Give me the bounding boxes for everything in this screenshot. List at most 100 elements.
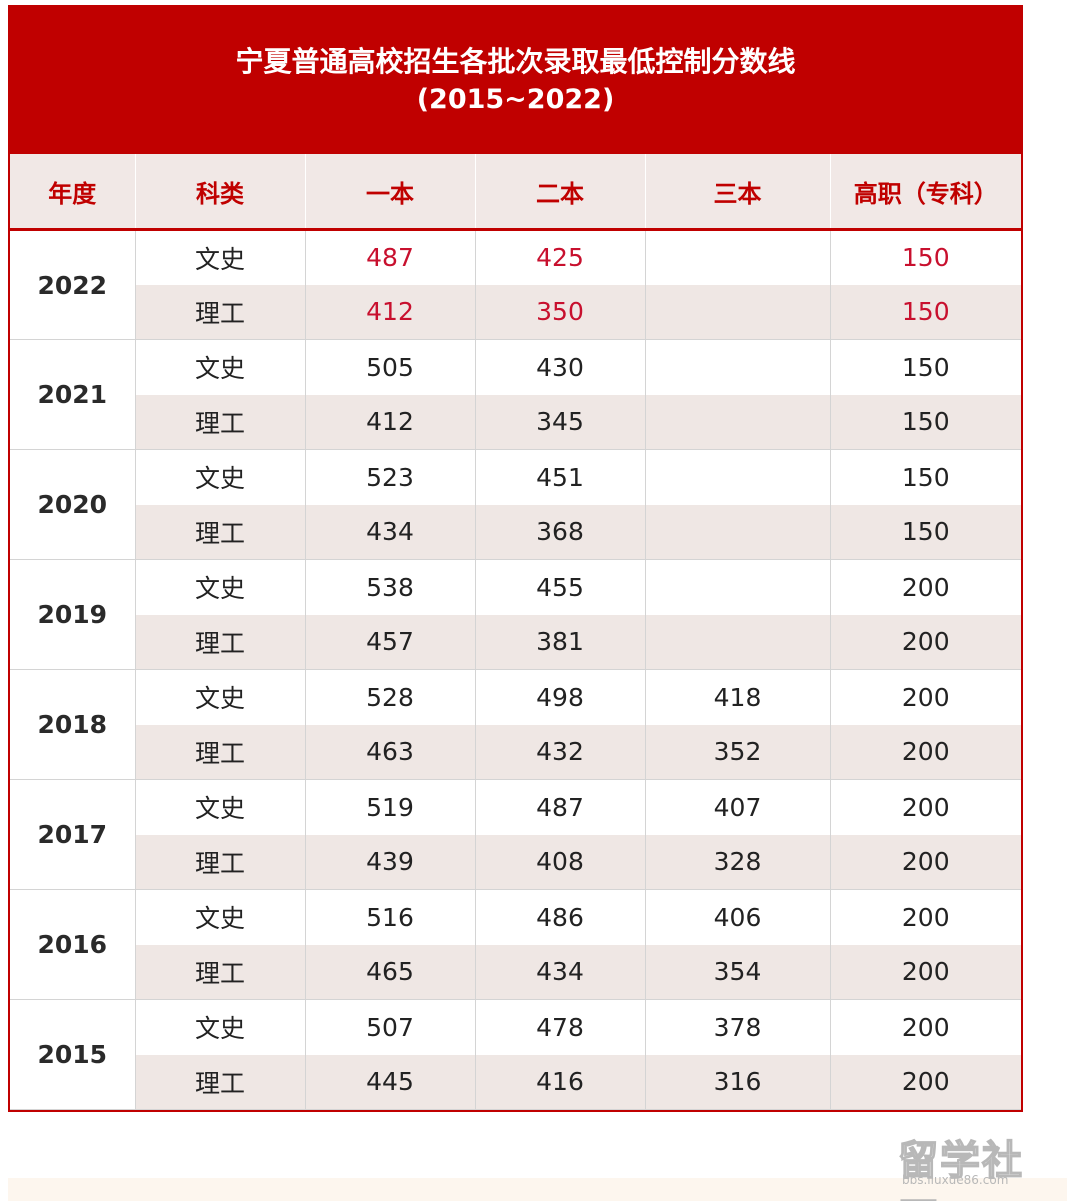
tier2-cell: 478 bbox=[474, 999, 645, 1055]
tier3-cell bbox=[644, 614, 830, 670]
tier3-cell bbox=[644, 559, 830, 615]
category-cell: 理工 bbox=[134, 394, 305, 450]
vocational-cell: 200 bbox=[829, 724, 1021, 780]
table-row: 理工 412 345 150 bbox=[10, 394, 1021, 450]
vocational-cell: 150 bbox=[829, 504, 1021, 560]
year-cell: 2015 bbox=[10, 999, 135, 1110]
tier3-cell: 328 bbox=[644, 834, 830, 890]
table-row: 理工 439 408 328 200 bbox=[10, 834, 1021, 890]
tier1-cell: 505 bbox=[304, 339, 475, 395]
tier2-cell: 381 bbox=[474, 614, 645, 670]
vocational-cell: 200 bbox=[829, 779, 1021, 835]
tier3-cell bbox=[644, 504, 830, 560]
tier2-cell: 408 bbox=[474, 834, 645, 890]
vocational-cell: 200 bbox=[829, 559, 1021, 615]
vocational-cell: 150 bbox=[829, 284, 1021, 340]
tier3-cell: 316 bbox=[644, 1054, 830, 1110]
table-row: 2022 文史 487 425 150 bbox=[10, 229, 1021, 340]
year-cell: 2017 bbox=[10, 779, 135, 890]
table-row: 理工 465 434 354 200 bbox=[10, 944, 1021, 1000]
tier2-cell: 455 bbox=[474, 559, 645, 615]
tier3-cell: 378 bbox=[644, 999, 830, 1055]
tier1-cell: 523 bbox=[304, 449, 475, 505]
vocational-cell: 150 bbox=[829, 339, 1021, 395]
table-subtitle: (2015~2022) bbox=[416, 84, 615, 115]
col-header-tier2: 二本 bbox=[474, 154, 645, 231]
score-table: 年度 科类 一本 二本 三本 高职（专科） 2022 文史 487 425 150 理工 4… bbox=[10, 154, 1021, 1110]
category-cell: 理工 bbox=[134, 944, 305, 1000]
tier3-cell bbox=[644, 339, 830, 395]
tier3-cell: 407 bbox=[644, 779, 830, 835]
category-cell: 文史 bbox=[134, 889, 305, 945]
tier2-cell: 498 bbox=[474, 669, 645, 725]
category-cell: 理工 bbox=[134, 284, 305, 340]
category-cell: 文史 bbox=[134, 669, 305, 725]
tier3-cell bbox=[644, 449, 830, 505]
col-header-vocational: 高职（专科） bbox=[829, 154, 1021, 231]
table-row: 理工 412 350 150 bbox=[10, 284, 1021, 340]
category-cell: 文史 bbox=[134, 999, 305, 1055]
category-cell: 理工 bbox=[134, 724, 305, 780]
category-cell: 理工 bbox=[134, 834, 305, 890]
tier3-cell: 406 bbox=[644, 889, 830, 945]
col-header-tier3: 三本 bbox=[644, 154, 830, 231]
tier2-cell: 487 bbox=[474, 779, 645, 835]
category-cell: 文史 bbox=[134, 449, 305, 505]
category-cell: 文史 bbox=[134, 559, 305, 615]
year-cell: 2020 bbox=[10, 449, 135, 560]
tier3-cell: 418 bbox=[644, 669, 830, 725]
tier2-cell: 416 bbox=[474, 1054, 645, 1110]
tier2-cell: 486 bbox=[474, 889, 645, 945]
table-row: 理工 445 416 316 200 bbox=[10, 1054, 1021, 1110]
site-watermark: 留学社区 bbs.liuxue86.com bbox=[897, 1128, 1058, 1201]
tier2-cell: 345 bbox=[474, 394, 645, 450]
tier2-cell: 451 bbox=[474, 449, 645, 505]
tier1-cell: 465 bbox=[304, 944, 475, 1000]
year-cell: 2019 bbox=[10, 559, 135, 670]
tier1-cell: 463 bbox=[304, 724, 475, 780]
category-cell: 理工 bbox=[134, 614, 305, 670]
tier1-cell: 439 bbox=[304, 834, 475, 890]
tier3-cell: 352 bbox=[644, 724, 830, 780]
tier1-cell: 516 bbox=[304, 889, 475, 945]
table-row: 2021 文史 505 430 150 bbox=[10, 339, 1021, 450]
tier1-cell: 412 bbox=[304, 284, 475, 340]
table-row: 2017 文史 519 487 407 200 bbox=[10, 779, 1021, 890]
year-cell: 2021 bbox=[10, 339, 135, 450]
bottom-strip bbox=[8, 1178, 1067, 1201]
year-cell: 2016 bbox=[10, 889, 135, 1000]
category-cell: 文史 bbox=[134, 339, 305, 395]
tier1-cell: 434 bbox=[304, 504, 475, 560]
table-title: 宁夏普通高校招生各批次录取最低控制分数线 bbox=[235, 45, 796, 78]
tier1-cell: 538 bbox=[304, 559, 475, 615]
table-row: 理工 463 432 352 200 bbox=[10, 724, 1021, 780]
watermark-logo-text: 留学社区 bbox=[897, 1137, 1024, 1201]
table-row: 2018 文史 528 498 418 200 bbox=[10, 669, 1021, 780]
tier3-cell bbox=[644, 284, 830, 340]
table-row: 2019 文史 538 455 200 bbox=[10, 559, 1021, 670]
vocational-cell: 150 bbox=[829, 449, 1021, 505]
table-row: 理工 434 368 150 bbox=[10, 504, 1021, 560]
tier2-cell: 432 bbox=[474, 724, 645, 780]
title-banner: 宁夏普通高校招生各批次录取最低控制分数线 (2015~2022) bbox=[10, 7, 1021, 154]
watermark-url: bbs.liuxue86.com bbox=[902, 1173, 1009, 1187]
tier2-cell: 434 bbox=[474, 944, 645, 1000]
tier1-cell: 487 bbox=[304, 229, 475, 285]
tier2-cell: 350 bbox=[474, 284, 645, 340]
tier3-cell bbox=[644, 229, 830, 285]
vocational-cell: 200 bbox=[829, 889, 1021, 945]
tier1-cell: 445 bbox=[304, 1054, 475, 1110]
col-header-category: 科类 bbox=[134, 154, 305, 231]
table-row: 2020 文史 523 451 150 bbox=[10, 449, 1021, 560]
vocational-cell: 200 bbox=[829, 614, 1021, 670]
header-row: 年度 科类 一本 二本 三本 高职（专科） bbox=[10, 154, 1021, 231]
category-cell: 文史 bbox=[134, 779, 305, 835]
vocational-cell: 200 bbox=[829, 1054, 1021, 1110]
table-body: 2022 文史 487 425 150 理工 412 350 150 2021 文史 505 430 15… bbox=[10, 229, 1021, 1110]
vocational-cell: 150 bbox=[829, 394, 1021, 450]
tier1-cell: 519 bbox=[304, 779, 475, 835]
tier1-cell: 507 bbox=[304, 999, 475, 1055]
tier1-cell: 412 bbox=[304, 394, 475, 450]
table-row: 理工 457 381 200 bbox=[10, 614, 1021, 670]
